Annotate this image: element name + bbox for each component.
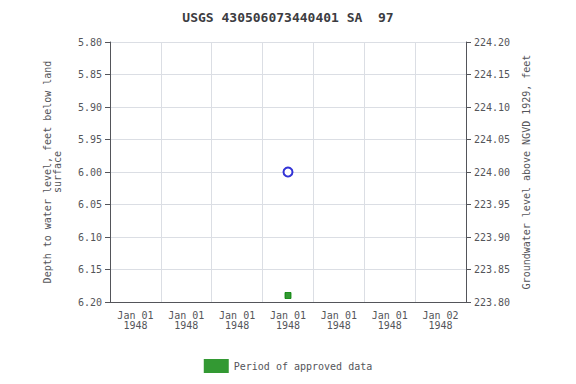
svg-text:Jan 01: Jan 01 (371, 309, 408, 321)
svg-text:USGS 430506073440401 SA 97: USGS 430506073440401 SA 97 (182, 10, 393, 25)
svg-text:5.80: 5.80 (78, 37, 102, 48)
svg-text:223.95: 223.95 (474, 199, 510, 210)
svg-text:1948: 1948 (123, 320, 147, 331)
svg-text:5.95: 5.95 (78, 134, 102, 145)
svg-text:1948: 1948 (174, 320, 198, 331)
svg-text:Groundwater level above NGVD 1: Groundwater level above NGVD 1929, feet (521, 55, 532, 290)
svg-text:1948: 1948 (429, 320, 453, 331)
svg-text:1948: 1948 (225, 320, 249, 331)
svg-text:224.00: 224.00 (474, 167, 510, 178)
svg-text:1948: 1948 (378, 320, 402, 331)
svg-text:Jan 01: Jan 01 (320, 309, 357, 321)
svg-text:224.10: 224.10 (474, 102, 510, 113)
svg-text:224.20: 224.20 (474, 37, 510, 48)
svg-text:5.90: 5.90 (78, 102, 102, 113)
svg-text:Jan 01: Jan 01 (168, 309, 205, 321)
svg-text:223.80: 223.80 (474, 297, 510, 308)
svg-text:Jan 01: Jan 01 (269, 309, 307, 321)
svg-text:6.20: 6.20 (78, 297, 102, 308)
svg-text:Jan 02: Jan 02 (422, 309, 459, 321)
svg-text:224.05: 224.05 (474, 134, 510, 145)
svg-text:223.85: 223.85 (474, 264, 510, 275)
svg-text:Depth to water level, feet bel: Depth to water level, feet below land (41, 60, 53, 284)
svg-text:Period of approved data: Period of approved data (234, 361, 372, 372)
svg-text:6.15: 6.15 (78, 264, 102, 275)
svg-text:Jan 01: Jan 01 (219, 309, 256, 321)
svg-text:6.05: 6.05 (78, 199, 102, 210)
svg-text:1948: 1948 (276, 320, 300, 331)
svg-text:6.10: 6.10 (78, 232, 102, 243)
svg-text:1948: 1948 (327, 320, 351, 331)
svg-text:6.00: 6.00 (78, 167, 102, 178)
svg-text:224.15: 224.15 (474, 69, 510, 80)
svg-text:surface: surface (52, 151, 63, 193)
svg-text:Jan 01: Jan 01 (117, 309, 154, 321)
svg-text:5.85: 5.85 (78, 69, 102, 80)
svg-text:223.90: 223.90 (474, 232, 510, 243)
